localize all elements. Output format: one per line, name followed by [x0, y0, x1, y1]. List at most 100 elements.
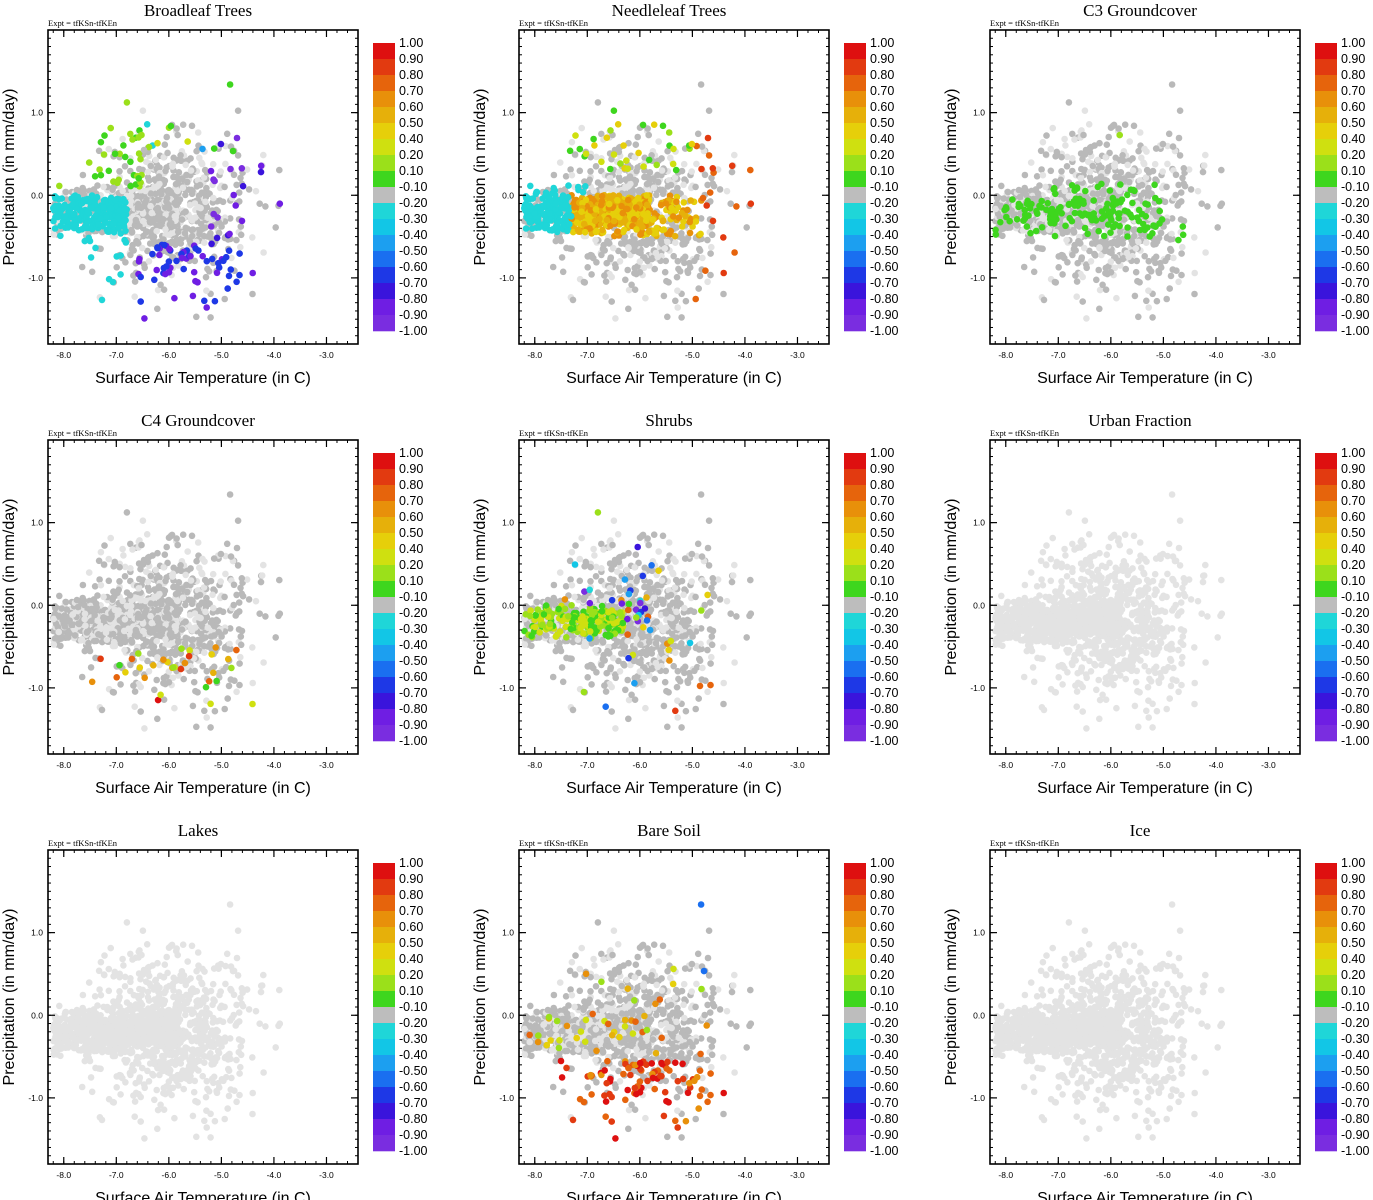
data-point [686, 229, 694, 237]
data-point [1013, 216, 1021, 223]
data-point [1063, 236, 1070, 244]
colorbar-label: -0.90 [399, 308, 428, 322]
data-point [1070, 226, 1077, 234]
data-point [1179, 231, 1187, 239]
colorbar-label: 1.00 [870, 36, 894, 50]
data-point [137, 273, 144, 281]
data-point [54, 213, 62, 221]
data-point [652, 229, 660, 237]
data-point [1024, 212, 1031, 219]
data-point [262, 203, 269, 210]
data-point [552, 200, 560, 208]
data-point [1071, 136, 1078, 143]
data-point [673, 273, 681, 281]
data-point [149, 250, 156, 258]
data-point [121, 236, 128, 244]
panel-title: Needleleaf Trees [612, 1, 727, 20]
data-point [723, 187, 731, 195]
colorbar-label: -0.10 [870, 180, 899, 194]
data-point [660, 292, 668, 300]
colorbar-label: 0.90 [399, 52, 423, 66]
data-point [571, 204, 578, 211]
data-point [672, 297, 679, 305]
data-point [684, 269, 692, 277]
data-point [1078, 165, 1085, 173]
data-point [165, 269, 173, 276]
data-point [182, 208, 189, 215]
data-point [154, 174, 162, 182]
data-point [1039, 138, 1047, 146]
data-point [122, 259, 129, 266]
x-tick-label: -7.0 [580, 350, 595, 360]
colorbar-label: -0.50 [399, 244, 428, 258]
data-point [1090, 197, 1097, 204]
colorbar-label: 0.20 [399, 148, 423, 162]
data-point [249, 234, 256, 241]
data-point [1141, 252, 1148, 260]
data-point [152, 156, 160, 164]
data-point [102, 219, 110, 226]
data-point [1124, 224, 1131, 231]
data-point [1080, 131, 1087, 139]
data-point [593, 227, 600, 235]
data-point [122, 227, 129, 235]
data-point [1079, 273, 1086, 281]
colorbar-swatch [844, 59, 866, 76]
data-point [1075, 237, 1082, 245]
data-point [208, 240, 215, 248]
colorbar-label: -0.20 [870, 196, 899, 210]
data-point [631, 264, 639, 272]
colorbar-label: 0.50 [399, 116, 423, 130]
data-point [158, 191, 165, 198]
y-axis-label: Precipitation (in mm/day) [943, 89, 960, 266]
data-point [180, 265, 187, 273]
data-point [1132, 268, 1140, 276]
data-point [576, 145, 584, 153]
data-point [1047, 167, 1055, 175]
data-point [1107, 269, 1115, 276]
data-point [694, 130, 702, 138]
data-point [1172, 191, 1179, 199]
data-point [1117, 181, 1124, 188]
data-point [109, 186, 116, 193]
data-point [1096, 244, 1103, 252]
data-point [92, 244, 99, 252]
data-point [174, 156, 182, 164]
data-point [636, 269, 644, 276]
data-point [1082, 146, 1090, 154]
data-point [121, 153, 129, 161]
x-axis-label: Surface Air Temperature (in C) [566, 370, 782, 387]
data-point [1116, 131, 1123, 139]
data-point [603, 134, 611, 141]
data-point [642, 213, 650, 220]
data-point [640, 163, 647, 170]
data-point [1072, 272, 1079, 279]
data-point [733, 203, 740, 210]
data-point [720, 234, 727, 241]
data-point [172, 180, 180, 188]
data-point [668, 204, 675, 212]
data-point [1091, 250, 1098, 258]
data-point [97, 138, 105, 146]
colorbar-label: -0.90 [870, 308, 899, 322]
data-point [1096, 139, 1103, 147]
data-point [610, 107, 618, 114]
colorbar-swatch [1315, 59, 1337, 76]
data-point [194, 129, 202, 136]
data-point [97, 171, 105, 179]
data-point [1180, 165, 1188, 172]
data-point [650, 121, 658, 128]
data-point [1149, 314, 1156, 321]
data-point [720, 290, 727, 298]
data-point [196, 181, 204, 189]
data-point [601, 272, 608, 279]
data-point [619, 209, 627, 217]
data-point [1004, 188, 1012, 196]
data-point [573, 219, 581, 226]
x-tick-label: -5.0 [214, 350, 229, 360]
y-tick-label: -1.0 [499, 273, 514, 283]
colorbar-label: 0.60 [399, 100, 423, 114]
colorbar-swatch [373, 299, 395, 316]
data-point [238, 217, 246, 225]
data-point [654, 253, 661, 261]
